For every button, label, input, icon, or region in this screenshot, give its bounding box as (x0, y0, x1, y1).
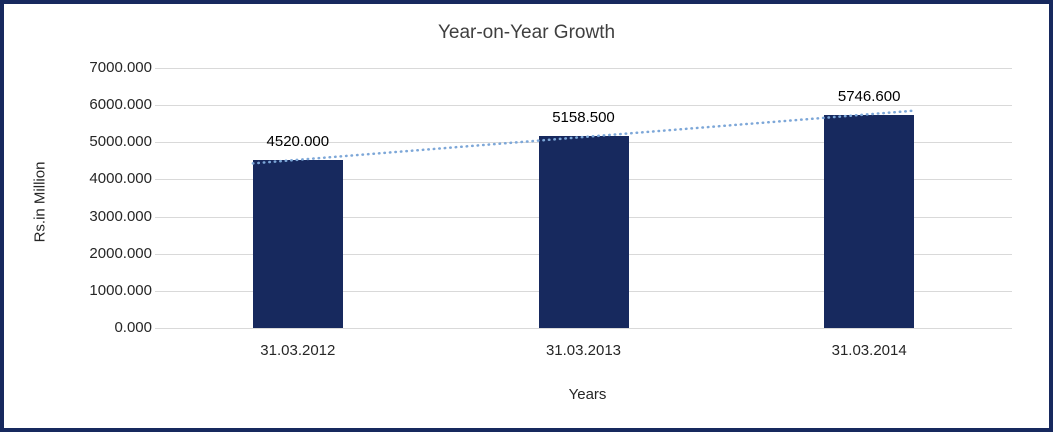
bar (252, 160, 343, 328)
bar-value-label: 5746.600 (837, 87, 901, 105)
bar (538, 136, 629, 328)
y-tick-label: 6000.000 (89, 96, 152, 114)
y-tick-label: 0.000 (114, 319, 152, 336)
x-axis-title: Years (568, 386, 607, 403)
y-tick-label: 1000.000 (89, 281, 152, 299)
y-tick-label: 2000.000 (89, 244, 152, 262)
bar-value-label: 5158.500 (552, 109, 615, 127)
x-tick-label: 31.03.2012 (260, 342, 336, 359)
gridline (155, 328, 1012, 329)
chart-title: Year-on-Year Growth (437, 22, 616, 43)
y-tick-label: 7000.000 (89, 59, 152, 76)
y-tick-label: 4000.000 (89, 170, 152, 188)
x-tick-label: 31.03.2013 (545, 342, 622, 359)
x-tick-label: 31.03.2014 (831, 342, 907, 359)
gridline (155, 105, 1012, 107)
gridline (155, 68, 1012, 69)
y-tick-label: 3000.000 (89, 207, 152, 225)
y-tick-label: 5000.000 (89, 133, 152, 151)
bar-value-label: 4520.000 (266, 133, 330, 151)
bar (824, 114, 915, 328)
